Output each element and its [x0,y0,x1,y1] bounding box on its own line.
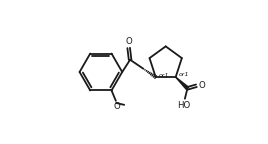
Text: or1: or1 [159,73,169,78]
Polygon shape [176,77,189,89]
Text: O: O [113,102,120,111]
Text: HO: HO [177,101,191,110]
Text: O: O [126,37,132,46]
Text: or1: or1 [178,72,189,77]
Text: O: O [198,81,205,90]
